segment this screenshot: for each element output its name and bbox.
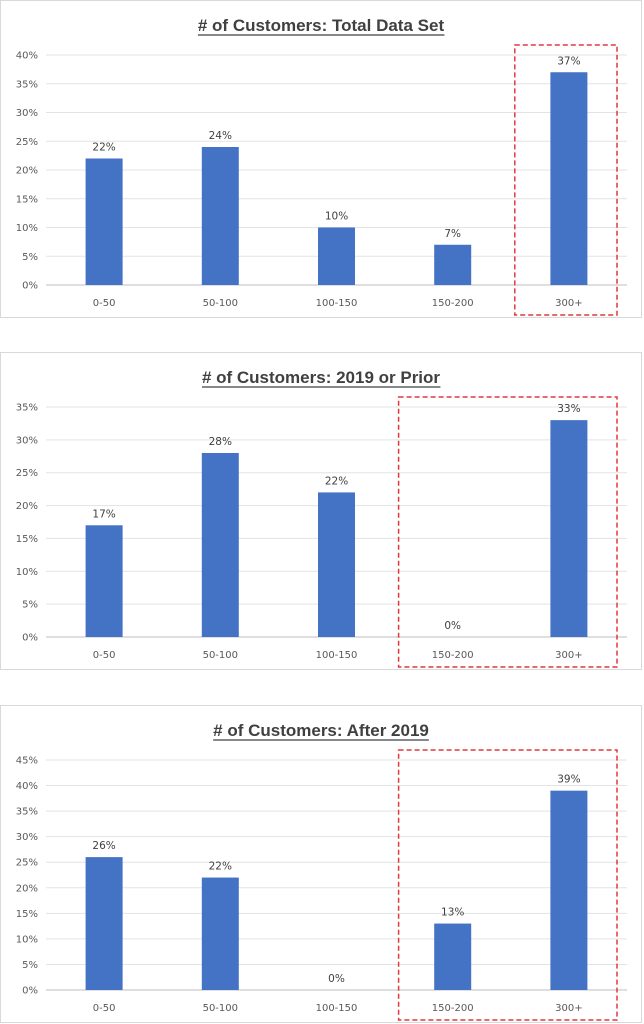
chart-panel-total: # of Customers: Total Data Set 0% 5% 10% 15%… bbox=[0, 0, 642, 318]
category-label: 150-200 bbox=[432, 1003, 474, 1014]
chart-svg: # of Customers: Total Data Set 0% 5% 10% 15%… bbox=[16, 16, 627, 316]
bar-50-100 bbox=[201, 877, 239, 990]
category-label: 150-200 bbox=[432, 298, 474, 309]
y-tick-label: 25% bbox=[16, 468, 38, 479]
y-tick-label: 30% bbox=[16, 832, 38, 843]
bar-0-50 bbox=[85, 158, 123, 285]
y-tick-label: 40% bbox=[16, 51, 38, 62]
data-label: 39% bbox=[557, 774, 580, 786]
data-label: 0% bbox=[444, 620, 461, 632]
category-label: 300+ bbox=[555, 1003, 582, 1014]
data-label: 7% bbox=[444, 228, 461, 240]
data-label: 22% bbox=[325, 475, 348, 487]
y-tick-label: 5% bbox=[22, 252, 38, 263]
category-label: 0-50 bbox=[93, 1003, 116, 1014]
y-tick-label: 20% bbox=[16, 166, 38, 177]
data-label: 24% bbox=[209, 130, 232, 142]
data-label: 22% bbox=[209, 861, 232, 873]
y-tick-label: 20% bbox=[16, 501, 38, 512]
bar-50-100 bbox=[201, 147, 239, 285]
y-tick-label: 25% bbox=[16, 137, 38, 148]
bar-300+ bbox=[550, 420, 588, 637]
y-tick-label: 30% bbox=[16, 108, 38, 119]
bar-100-150 bbox=[318, 492, 355, 637]
category-label: 50-100 bbox=[203, 1003, 238, 1014]
category-label: 100-150 bbox=[316, 1003, 358, 1014]
y-tick-label: 45% bbox=[16, 756, 38, 767]
chart-svg: # of Customers: 2019 or Prior 0% 5% 10% 15% 2… bbox=[16, 368, 627, 668]
chart-panel-2019-or-prior: # of Customers: 2019 or Prior 0% 5% 10% 15% 2… bbox=[0, 352, 642, 670]
y-tick-label: 5% bbox=[22, 960, 38, 971]
y-tick-label: 15% bbox=[16, 194, 38, 205]
data-label: 0% bbox=[328, 973, 345, 985]
bar-300+ bbox=[550, 72, 588, 285]
category-label: 50-100 bbox=[203, 298, 238, 309]
data-label: 10% bbox=[325, 211, 348, 223]
y-tick-label: 10% bbox=[16, 223, 38, 234]
data-label: 26% bbox=[92, 840, 115, 852]
y-tick-label: 0% bbox=[22, 986, 38, 997]
chart-panel-after-2019: # of Customers: After 2019 0% 5% 10% 15% 20% 2… bbox=[0, 705, 642, 1023]
category-label: 300+ bbox=[555, 650, 582, 661]
data-label: 33% bbox=[557, 403, 580, 415]
y-tick-label: 0% bbox=[22, 633, 38, 644]
y-tick-label: 20% bbox=[16, 883, 38, 894]
bar-150-200 bbox=[434, 923, 472, 990]
bar-100-150 bbox=[318, 227, 355, 285]
category-label: 50-100 bbox=[203, 650, 238, 661]
chart-title: # of Customers: After 2019 bbox=[213, 721, 429, 740]
chart-title: # of Customers: Total Data Set bbox=[198, 16, 445, 35]
chart-svg: # of Customers: After 2019 0% 5% 10% 15% 20% 2… bbox=[16, 721, 627, 1021]
bar-300+ bbox=[550, 790, 588, 990]
y-tick-label: 35% bbox=[16, 79, 38, 90]
category-label: 300+ bbox=[555, 298, 582, 309]
y-tick-label: 30% bbox=[16, 435, 38, 446]
y-tick-label: 25% bbox=[16, 858, 38, 869]
data-label: 13% bbox=[441, 907, 464, 919]
highlight-box bbox=[397, 749, 618, 1021]
category-label: 100-150 bbox=[316, 298, 358, 309]
bar-150-200 bbox=[434, 244, 472, 285]
data-label: 28% bbox=[209, 436, 232, 448]
y-tick-label: 40% bbox=[16, 781, 38, 792]
category-label: 0-50 bbox=[93, 298, 116, 309]
y-tick-label: 15% bbox=[16, 534, 38, 545]
category-label: 100-150 bbox=[316, 650, 358, 661]
y-tick-label: 0% bbox=[22, 281, 38, 292]
y-tick-label: 5% bbox=[22, 600, 38, 611]
y-tick-label: 35% bbox=[16, 403, 38, 414]
data-label: 22% bbox=[92, 142, 115, 154]
bar-0-50 bbox=[85, 525, 123, 637]
category-label: 150-200 bbox=[432, 650, 474, 661]
bar-50-100 bbox=[201, 453, 239, 637]
data-label: 17% bbox=[92, 508, 115, 520]
y-tick-label: 35% bbox=[16, 807, 38, 818]
data-label: 37% bbox=[557, 55, 580, 67]
y-tick-label: 15% bbox=[16, 909, 38, 920]
highlight-box bbox=[397, 396, 618, 668]
category-label: 0-50 bbox=[93, 650, 116, 661]
highlight-box bbox=[514, 44, 618, 316]
y-tick-label: 10% bbox=[16, 567, 38, 578]
y-tick-label: 10% bbox=[16, 934, 38, 945]
bar-0-50 bbox=[85, 857, 123, 990]
chart-title: # of Customers: 2019 or Prior bbox=[202, 368, 440, 387]
